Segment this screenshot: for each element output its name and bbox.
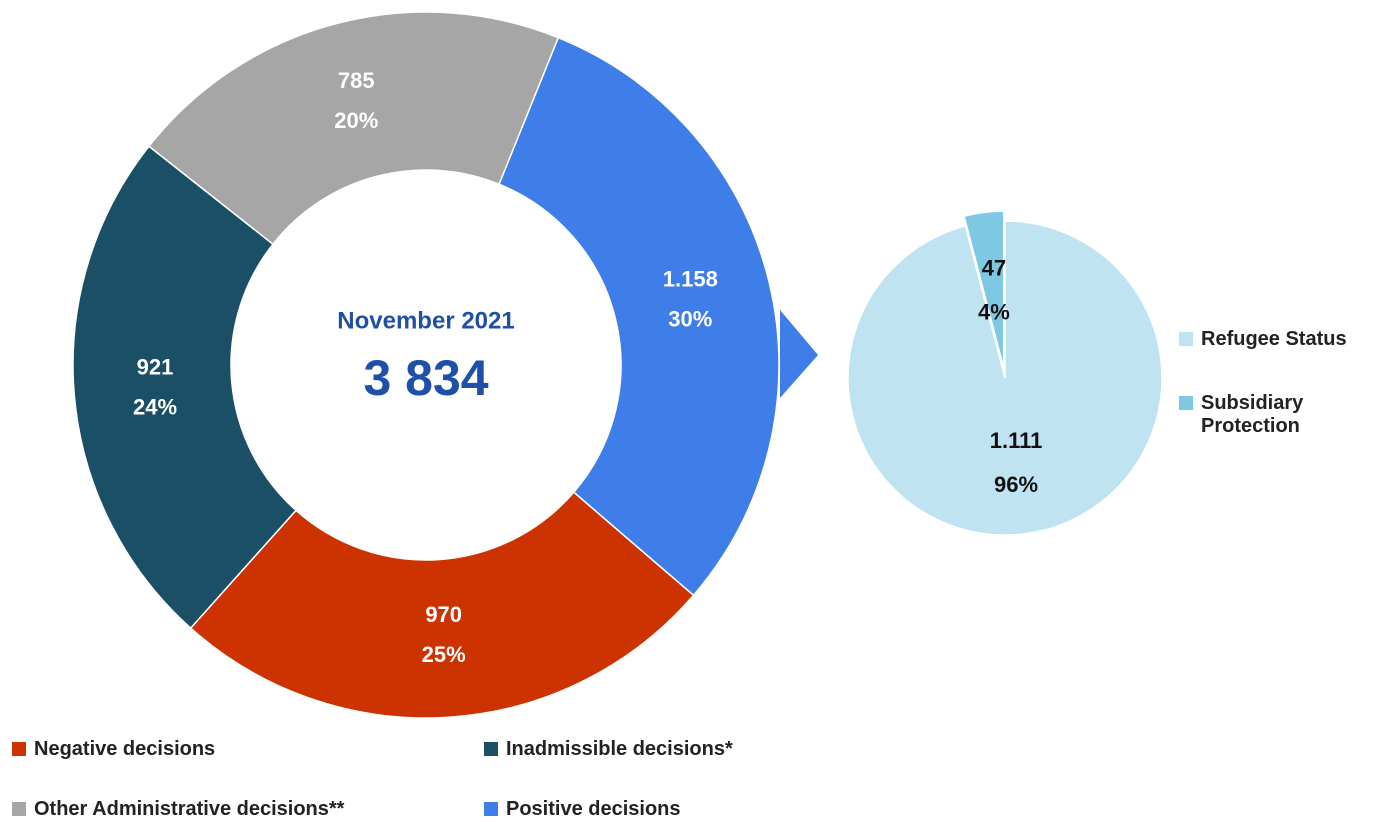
legend-label: Refugee Status [1201,328,1347,350]
value-label: 1.158 [663,267,718,292]
percent-label: 30% [668,307,712,332]
percent-label: 24% [133,394,177,419]
legend-item: Refugee Status [1179,328,1369,351]
legend-swatch [12,802,26,816]
legend-swatch [484,802,498,816]
connector-arrow [780,310,818,398]
value-label: 1.111 [990,428,1043,453]
value-label: 785 [338,68,375,93]
legend-swatch [1179,332,1193,346]
legend-item: Other Administrative decisions** [12,798,472,821]
legend-label: Other Administrative decisions** [34,798,345,820]
donut-segment [72,145,298,630]
value-label: 970 [425,602,462,627]
legend-item: Subsidiary Protection [1179,392,1369,438]
donut-segment [498,36,780,597]
legend-item: Negative decisions [12,738,472,761]
percent-label: 20% [334,108,378,133]
donut-segment [147,11,560,246]
pie-slice [847,220,1163,536]
legend-item: Inadmissible decisions* [484,738,944,761]
legend-label: Inadmissible decisions* [506,738,733,760]
legend-label: Positive decisions [506,798,681,820]
center-total: 3 834 [363,350,488,406]
legend-swatch [484,742,498,756]
legend-swatch [12,742,26,756]
legend-swatch [1179,396,1193,410]
legend-label: Subsidiary Protection [1201,392,1304,437]
percent-label: 96% [994,472,1038,497]
percent-label: 4% [978,300,1010,325]
legend-label: Negative decisions [34,738,216,760]
percent-label: 25% [422,642,466,667]
legend-item: Positive decisions [484,798,944,821]
donut-segment [189,491,695,719]
value-label: 47 [982,256,1006,281]
value-label: 921 [137,354,174,379]
center-title: November 2021 [337,307,514,334]
pie-slice [963,210,1005,369]
